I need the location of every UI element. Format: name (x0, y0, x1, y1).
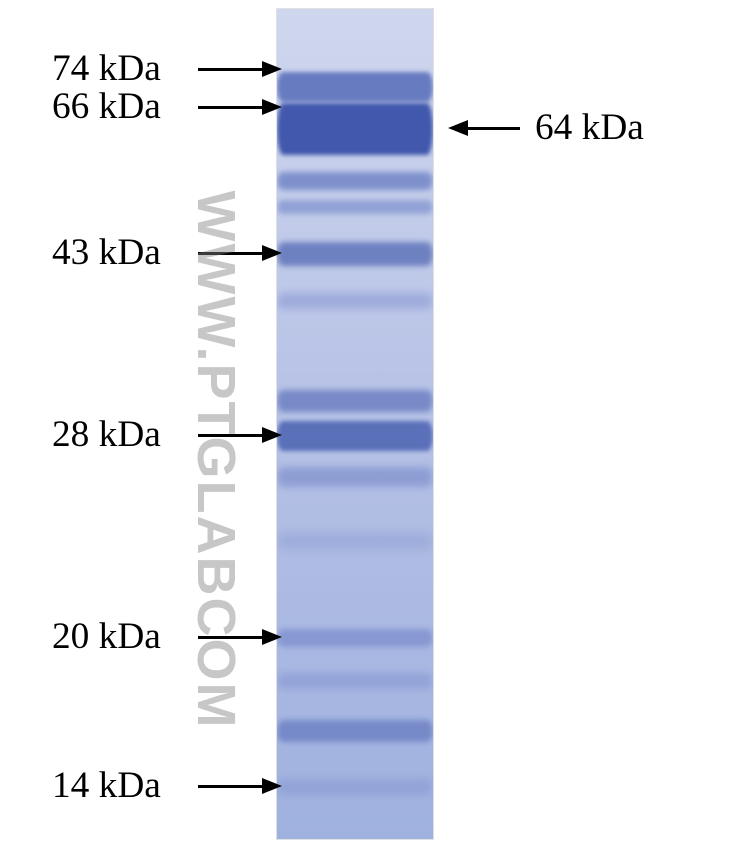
watermark-text: WWW.PTGLABCOM (185, 191, 247, 730)
marker-label-left: 14 kDa (52, 767, 161, 804)
gel-lane (276, 8, 434, 840)
marker-label-right: 64 kDa (535, 109, 644, 146)
band-14a (277, 720, 433, 742)
marker-label-left: 74 kDa (52, 50, 161, 87)
band-14 (277, 779, 433, 795)
band-mid1 (277, 293, 433, 309)
marker-label-left: 28 kDa (52, 416, 161, 453)
band-28a (277, 390, 433, 412)
band-43 (277, 242, 433, 266)
band-66 (277, 103, 433, 155)
band-sub20 (277, 673, 433, 689)
marker-label-left: 20 kDa (52, 618, 161, 655)
band-mid2 (277, 532, 433, 550)
band-74 (277, 72, 433, 102)
marker-label-left: 66 kDa (52, 88, 161, 125)
gel-figure: 74 kDa66 kDa 43 kDa 28 kDa 20 kDa 14 kDa 64 … (0, 0, 740, 847)
band-sub66b (277, 200, 433, 214)
band-sub66a (277, 172, 433, 190)
band-sub28 (277, 467, 433, 487)
band-20 (277, 629, 433, 647)
marker-label-left: 43 kDa (52, 234, 161, 271)
band-28 (277, 421, 433, 451)
